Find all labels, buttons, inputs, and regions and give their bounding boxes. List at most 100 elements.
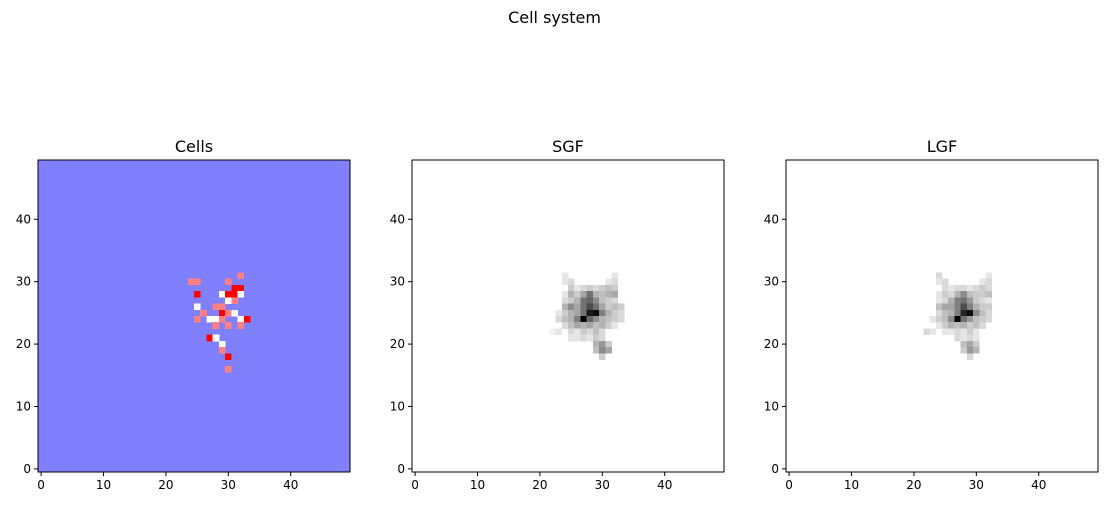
cells-cell	[218, 309, 226, 317]
cells-ytick-label: 0	[23, 462, 31, 476]
cells-cell	[225, 297, 232, 304]
sgf-title: SGF	[552, 137, 584, 156]
cells-ytick-label: 10	[16, 399, 31, 413]
sgf-cell	[605, 309, 612, 317]
lgf-cell	[954, 322, 962, 329]
panel-cells: Cells 0 10 20 30 40 0 10 20 30 40	[16, 137, 351, 492]
cells-cell	[231, 284, 238, 292]
sgf-cell	[592, 284, 600, 292]
sgf-cell	[580, 328, 588, 336]
lgf-cell	[935, 291, 943, 298]
lgf-cell	[948, 322, 955, 329]
sgf-ytick-label: 30	[390, 275, 405, 289]
lgf-cell	[960, 291, 968, 298]
sgf-cell	[561, 278, 569, 286]
lgf-cell	[960, 303, 968, 311]
sgf-cell	[586, 303, 594, 311]
sgf-cell	[574, 309, 581, 317]
sgf-cell	[549, 328, 556, 336]
sgf-cell	[592, 291, 600, 298]
cells-xtick-label: 0	[37, 478, 45, 492]
lgf-cell	[942, 316, 949, 323]
sgf-cell	[555, 316, 563, 323]
sgf-cell	[568, 309, 575, 317]
sgf-cell	[592, 303, 600, 311]
sgf-cell	[599, 340, 606, 348]
lgf-cell	[973, 347, 980, 354]
sgf-ytick-label: 10	[390, 399, 405, 413]
lgf-cell	[979, 309, 986, 317]
lgf-cell	[973, 316, 980, 323]
sgf-cell	[574, 297, 581, 304]
sgf-cell	[586, 334, 594, 342]
sgf-cell	[568, 322, 575, 329]
sgf-cell	[592, 328, 600, 336]
sgf-cell	[599, 347, 606, 354]
lgf-title: LGF	[927, 137, 958, 156]
lgf-axes-frame	[785, 159, 1099, 473]
lgf-cell	[985, 284, 993, 292]
sgf-cell	[568, 316, 575, 323]
lgf-cell	[985, 297, 993, 304]
sgf-cell	[568, 303, 575, 311]
figure-suptitle: Cell system	[508, 8, 601, 27]
lgf-cell	[966, 347, 974, 354]
lgf-cell	[942, 303, 949, 311]
sgf-cell	[574, 322, 581, 329]
lgf-cell	[985, 278, 993, 286]
cells-cell	[237, 272, 245, 279]
lgf-cell	[960, 322, 968, 329]
lgf-ytick-label: 40	[764, 212, 779, 226]
sgf-cell	[580, 284, 588, 292]
lgf-cell	[966, 291, 974, 298]
sgf-xtick-label: 30	[595, 478, 610, 492]
cells-cell	[218, 316, 226, 323]
sgf-cell	[605, 347, 612, 354]
cells-cell	[212, 316, 220, 323]
lgf-cell	[985, 303, 993, 311]
lgf-cell	[966, 328, 974, 336]
lgf-ytick-label: 20	[764, 337, 779, 351]
cells-ytick-label: 30	[16, 275, 31, 289]
sgf-cell	[592, 322, 600, 329]
cells-cell	[231, 297, 238, 304]
sgf-cell	[580, 334, 588, 342]
sgf-cell	[611, 309, 619, 317]
sgf-cell	[580, 297, 588, 304]
sgf-cell	[605, 278, 612, 286]
cells-cell	[225, 309, 232, 317]
cells-cell	[187, 278, 195, 286]
sgf-cell	[568, 334, 575, 342]
sgf-cell	[574, 328, 581, 336]
lgf-cell	[929, 316, 937, 323]
sgf-cell	[617, 309, 625, 317]
lgf-cell	[960, 347, 968, 354]
sgf-cell	[561, 291, 569, 298]
lgf-cell	[973, 291, 980, 298]
cells-cell	[225, 365, 232, 373]
lgf-cell	[979, 322, 986, 329]
sgf-cell	[561, 309, 569, 317]
cells-xtick-label: 30	[221, 478, 236, 492]
cells-xtick-label: 10	[96, 478, 111, 492]
sgf-cell	[561, 322, 569, 329]
cells-cell	[225, 291, 232, 298]
sgf-cell	[580, 316, 588, 323]
cells-cell	[218, 303, 226, 311]
lgf-ytick-label: 0	[771, 462, 779, 476]
lgf-cell	[966, 284, 974, 292]
cells-cell	[212, 334, 220, 342]
lgf-cell	[954, 334, 962, 342]
lgf-cell	[966, 340, 974, 348]
sgf-ytick-label: 40	[390, 212, 405, 226]
cells-cell	[225, 353, 232, 360]
sgf-cell	[586, 309, 594, 317]
cells-cell	[218, 347, 226, 354]
lgf-cell	[942, 297, 949, 304]
sgf-axes-frame	[411, 159, 725, 473]
cells-ytick-label: 40	[16, 212, 31, 226]
sgf-cell	[574, 303, 581, 311]
lgf-cell	[979, 291, 986, 298]
sgf-cell	[592, 297, 600, 304]
sgf-cell	[586, 284, 594, 292]
